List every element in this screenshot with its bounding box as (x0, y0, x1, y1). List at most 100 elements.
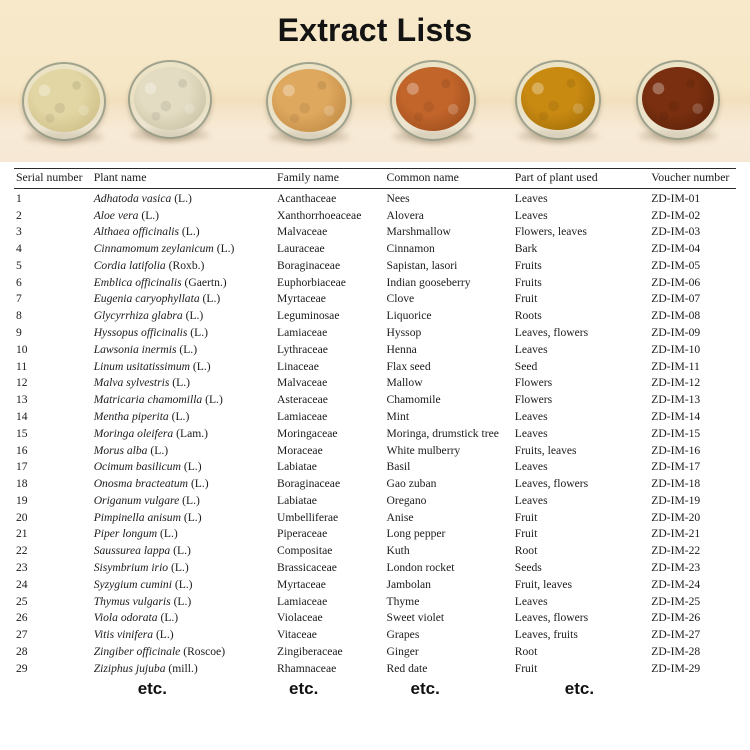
cell-common-name: Oregano (386, 493, 427, 507)
plant-scientific-name: Origanum vulgare (93, 493, 180, 507)
cell-part-of-plant-used: Seed (514, 359, 538, 373)
bowl-5-powder (521, 67, 595, 131)
cell-family-name: Brassicaceae (277, 560, 337, 574)
cell-common-name: Long pepper (386, 527, 446, 541)
extract-list-table-container: Serial number Plant name Family name Com… (0, 162, 750, 750)
cell-voucher-number: ZD-IM-19 (651, 493, 701, 507)
cell-plant-name: Saussurea lappa (L.) (92, 543, 275, 560)
plant-scientific-name: Hyssopus officinalis (93, 326, 188, 340)
bowl-6-texture (642, 66, 714, 131)
cell-voucher-number: ZD-IM-16 (651, 443, 701, 457)
plant-scientific-name: Althaea officinalis (93, 225, 180, 239)
plant-scientific-name: Cinnamomum zeylanicum (93, 242, 214, 256)
plant-scientific-name: Eugenia caryophyllata (93, 292, 200, 306)
cell-common-name: Kuth (386, 544, 410, 558)
cell-voucher-number: ZD-IM-10 (651, 342, 701, 356)
cell-serial-number: 20 (16, 510, 28, 524)
cell-serial-number: 6 (16, 275, 22, 289)
table-row: 5 Cordia latifolia (Roxb.) Boraginaceae Sap… (14, 257, 736, 274)
cell-common-name: Flax seed (386, 359, 431, 373)
cell-voucher-number: ZD-IM-20 (651, 510, 701, 524)
cell-etc-common-name: etc. (410, 678, 440, 698)
cell-family-name: Rhamnaceae (277, 661, 337, 675)
header-banner: Extract Lists (0, 0, 750, 162)
cell-serial-number: 29 (16, 661, 28, 675)
cell-part-of-plant-used: Flowers (514, 376, 553, 390)
cell-common-name: Hyssop (386, 326, 422, 340)
cell-serial-number: 11 (16, 359, 28, 373)
cell-common-name: Chamomile (386, 393, 441, 407)
plant-authority: (L.) (157, 611, 179, 625)
plant-scientific-name: Malva sylvestris (93, 376, 170, 390)
table-row: 2 Aloe vera (L.) Xanthorrhoeaceae Alovera Le… (14, 207, 736, 224)
cell-serial-number: 17 (16, 460, 28, 474)
plant-scientific-name: Thymus vulgaris (93, 594, 171, 608)
plant-scientific-name: Syzygium cumini (93, 577, 172, 591)
cell-part-of-plant-used: Fruits (514, 275, 542, 289)
cell-plant-name: Sisymbrium irio (L.) (92, 559, 275, 576)
cell-plant-name: Adhatoda vasica (L.) (92, 188, 275, 207)
cell-common-name: London rocket (386, 560, 455, 574)
cell-common-name: Indian gooseberry (386, 275, 471, 289)
bowl-1 (22, 62, 106, 144)
cell-etc-part-of-plant-used: etc. (564, 678, 595, 698)
cell-part-of-plant-used: Leaves (514, 208, 548, 222)
cell-plant-name: Lawsonia inermis (L.) (92, 341, 275, 358)
plant-scientific-name: Ziziphus jujuba (93, 661, 166, 675)
plant-authority: (L.) (169, 376, 190, 390)
bowl-3-texture (272, 68, 346, 132)
cell-family-name: Compositae (277, 544, 333, 558)
cell-common-name: Clove (386, 292, 415, 306)
plant-scientific-name: Mentha piperita (93, 409, 169, 423)
cell-plant-name: Mentha piperita (L.) (92, 408, 275, 425)
cell-voucher-number: ZD-IM-03 (651, 225, 701, 239)
cell-common-name: Alovera (386, 208, 424, 222)
cell-part-of-plant-used: Root (514, 544, 538, 558)
cell-etc-serial (14, 677, 92, 700)
plant-authority: (L.) (157, 527, 178, 541)
plant-scientific-name: Pimpinella anisum (93, 510, 181, 524)
plant-authority: (L.) (202, 393, 223, 407)
cell-part-of-plant-used: Leaves (514, 594, 548, 608)
cell-part-of-plant-used: Bark (514, 242, 538, 256)
cell-part-of-plant-used: Fruit (514, 510, 538, 524)
cell-plant-name: Syzygium cumini (L.) (92, 576, 275, 593)
cell-family-name: Moraceae (277, 443, 323, 457)
cell-serial-number: 10 (16, 342, 28, 356)
plant-scientific-name: Piper longum (93, 527, 158, 541)
cell-voucher-number: ZD-IM-06 (651, 275, 701, 289)
cell-part-of-plant-used: Leaves, flowers (514, 326, 589, 340)
cell-voucher-number: ZD-IM-23 (651, 560, 701, 574)
cell-serial-number: 14 (16, 409, 28, 423)
cell-voucher-number: ZD-IM-24 (651, 577, 701, 591)
plant-authority: (L.) (213, 242, 235, 256)
table-row: 21 Piper longum (L.) Piperaceae Long pepper… (14, 526, 736, 543)
cell-common-name: Ginger (386, 644, 419, 658)
cell-plant-name: Hyssopus officinalis (L.) (92, 324, 275, 341)
cell-serial-number: 27 (16, 628, 28, 642)
cell-family-name: Lythraceae (277, 342, 328, 356)
plant-scientific-name: Saussurea lappa (93, 544, 171, 558)
cell-part-of-plant-used: Fruit (514, 292, 538, 306)
table-row: 19 Origanum vulgare (L.) Labiatae Oregano Le… (14, 492, 736, 509)
cell-serial-number: 8 (16, 309, 22, 323)
cell-family-name: Vitaceae (277, 628, 317, 642)
cell-family-name: Acanthaceae (277, 191, 337, 205)
plant-authority: (L.) (138, 208, 160, 222)
cell-family-name: Myrtaceae (277, 577, 326, 591)
plant-authority: (L.) (168, 560, 189, 574)
cell-voucher-number: ZD-IM-09 (651, 326, 701, 340)
cell-family-name: Zingiberaceae (277, 644, 343, 658)
bowl-1-texture (28, 68, 100, 132)
plant-authority: (L.) (170, 594, 192, 608)
cell-part-of-plant-used: Leaves (514, 426, 548, 440)
table-row: 23 Sisymbrium irio (L.) Brassicaceae London… (14, 559, 736, 576)
cell-common-name: Jambolan (386, 577, 431, 591)
cell-voucher-number: ZD-IM-05 (651, 258, 701, 272)
plant-scientific-name: Aloe vera (93, 208, 139, 222)
cell-voucher-number: ZD-IM-04 (651, 242, 701, 256)
table-row: 11 Linum usitatissimum (L.) Linaceae Flax s… (14, 358, 736, 375)
cell-family-name: Moringaceae (277, 426, 338, 440)
table-row: 12 Malva sylvestris (L.) Malvaceae Mallow Fl… (14, 375, 736, 392)
table-body: 1 Adhatoda vasica (L.) Acanthaceae Nees Leav… (14, 188, 736, 699)
